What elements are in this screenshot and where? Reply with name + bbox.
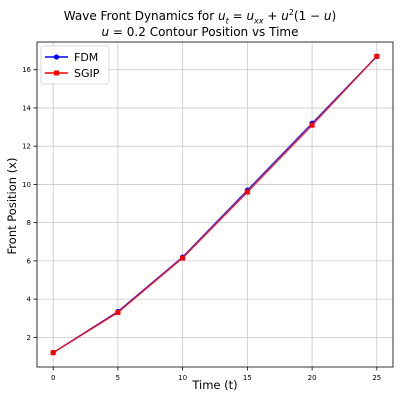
x-tick-label: 0 <box>51 374 55 382</box>
y-tick-label: 8 <box>27 219 31 227</box>
legend-fdm-label: FDM <box>74 51 98 64</box>
y-axis-label: Front Position (x) <box>5 157 19 255</box>
legend: FDM SGIP <box>40 45 110 85</box>
sgip-point <box>50 350 56 356</box>
chart-subtitle: u = 0.2 Contour Position vs Time <box>101 25 299 39</box>
y-tick-label: 6 <box>27 257 32 265</box>
axis-ticks: 0 5 10 15 20 25 2 4 6 8 10 12 14 16 <box>22 66 381 382</box>
sgip-point <box>374 53 380 59</box>
sgip-point <box>309 122 315 128</box>
sgip-point <box>115 310 121 316</box>
legend-sgip-label: SGIP <box>74 67 100 80</box>
grid <box>37 42 393 367</box>
y-tick-label: 16 <box>22 66 31 74</box>
series-group <box>50 53 380 356</box>
legend-fdm-marker <box>53 54 60 60</box>
sgip-series-line <box>52 55 378 354</box>
y-tick-label: 14 <box>22 104 31 112</box>
y-tick-label: 2 <box>27 334 31 342</box>
x-tick-label: 10 <box>178 374 187 382</box>
x-tick-label: 20 <box>308 374 317 382</box>
y-tick-label: 12 <box>22 143 31 151</box>
legend-sgip-marker <box>54 70 59 76</box>
plot-frame <box>36 41 394 368</box>
y-tick-label: 4 <box>27 296 32 304</box>
x-tick-label: 15 <box>243 374 252 382</box>
fdm-series-line <box>52 55 378 354</box>
x-axis-label: Time (t) <box>192 378 238 392</box>
y-tick-label: 10 <box>22 181 31 189</box>
x-tick-label: 25 <box>372 374 381 382</box>
sgip-point <box>244 189 250 195</box>
chart-title: Wave Front Dynamics for ut = uxx + u2(1 … <box>63 8 337 26</box>
x-tick-label: 5 <box>116 374 120 382</box>
sgip-point <box>180 255 186 261</box>
